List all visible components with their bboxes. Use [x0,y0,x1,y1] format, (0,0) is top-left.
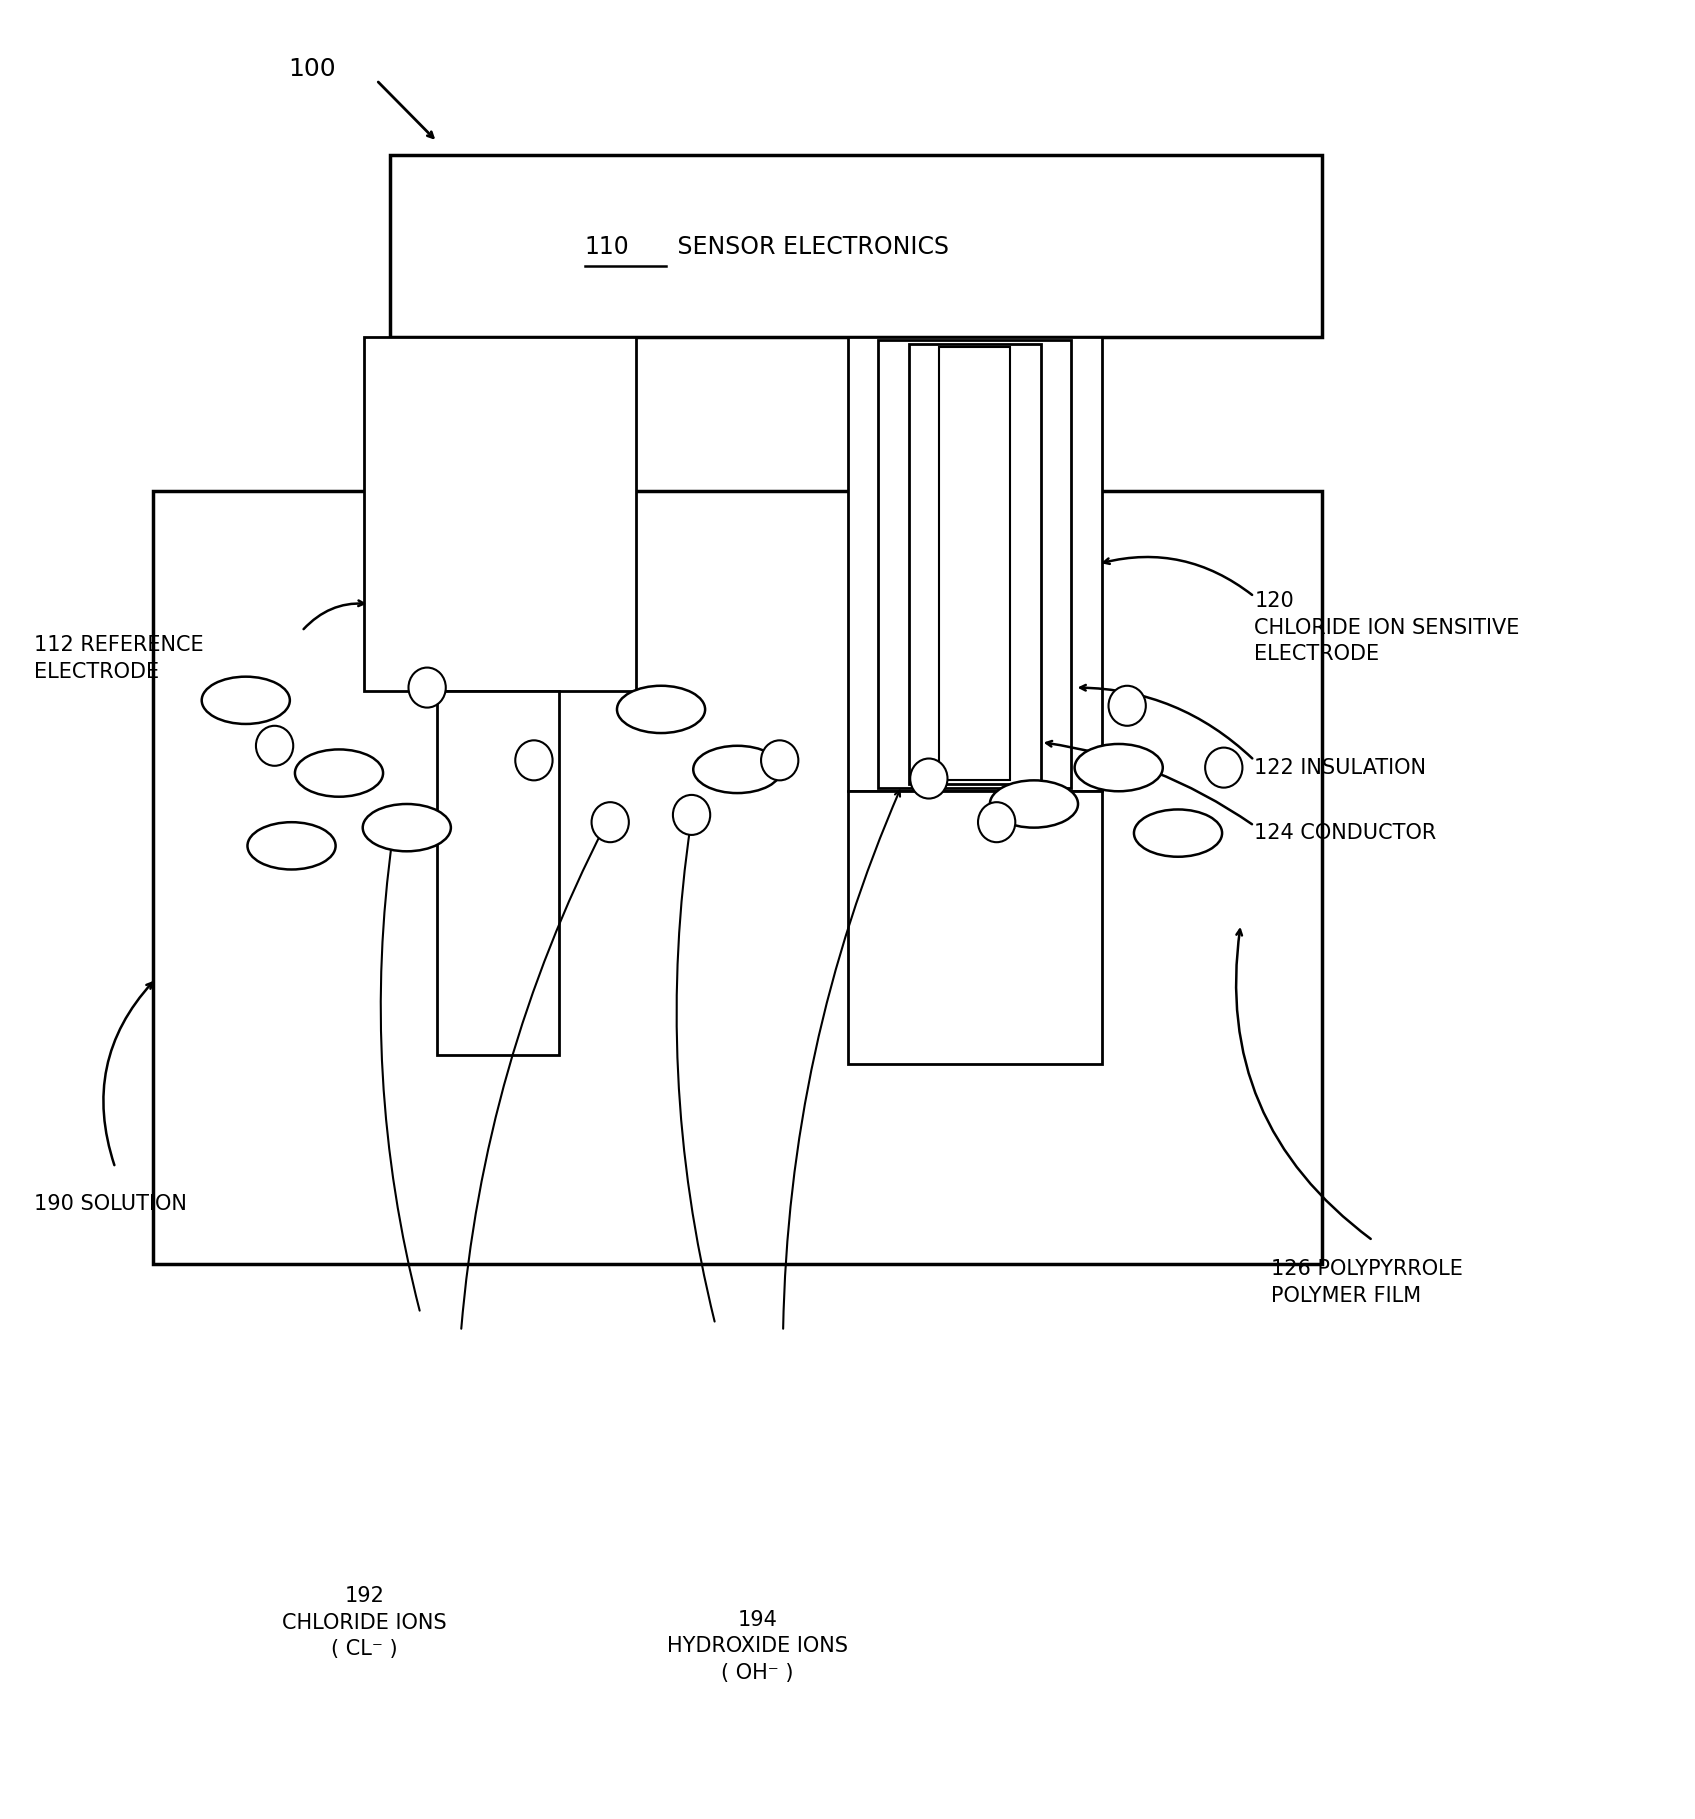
Ellipse shape [1075,744,1163,791]
Ellipse shape [978,802,1015,842]
Ellipse shape [363,804,451,851]
Text: 110: 110 [585,235,629,260]
Text: 124 CONDUCTOR: 124 CONDUCTOR [1254,824,1437,842]
Text: 194
HYDROXIDE IONS
( OH⁻ ): 194 HYDROXIDE IONS ( OH⁻ ) [668,1610,848,1683]
Ellipse shape [673,795,710,835]
Ellipse shape [693,746,781,793]
FancyBboxPatch shape [909,344,1041,784]
Ellipse shape [761,740,798,780]
FancyBboxPatch shape [939,347,1010,780]
Text: 120
CHLORIDE ION SENSITIVE
ELECTRODE: 120 CHLORIDE ION SENSITIVE ELECTRODE [1254,591,1520,664]
Text: SENSOR ELECTRONICS: SENSOR ELECTRONICS [670,235,949,260]
Ellipse shape [256,726,293,766]
Ellipse shape [617,686,705,733]
Text: 190 SOLUTION: 190 SOLUTION [34,1195,186,1213]
Ellipse shape [592,802,629,842]
Ellipse shape [295,749,383,797]
Text: 122 INSULATION: 122 INSULATION [1254,759,1425,777]
Ellipse shape [247,822,336,869]
FancyBboxPatch shape [364,337,636,691]
Ellipse shape [1134,809,1222,857]
FancyBboxPatch shape [390,155,1322,337]
Ellipse shape [408,668,446,708]
Text: 192
CHLORIDE IONS
( CL⁻ ): 192 CHLORIDE IONS ( CL⁻ ) [281,1586,447,1659]
FancyBboxPatch shape [153,491,1322,1264]
FancyBboxPatch shape [848,337,1102,791]
Ellipse shape [1205,748,1242,788]
FancyBboxPatch shape [878,340,1071,788]
Text: 100: 100 [288,56,336,82]
Text: 126 POLYPYRROLE
POLYMER FILM: 126 POLYPYRROLE POLYMER FILM [1271,1259,1463,1306]
Text: 112 REFERENCE
ELECTRODE: 112 REFERENCE ELECTRODE [34,635,203,682]
Ellipse shape [515,740,553,780]
FancyBboxPatch shape [848,791,1102,1064]
FancyBboxPatch shape [437,691,559,1055]
Ellipse shape [202,677,290,724]
Ellipse shape [1109,686,1146,726]
Ellipse shape [990,780,1078,828]
Ellipse shape [910,759,948,799]
